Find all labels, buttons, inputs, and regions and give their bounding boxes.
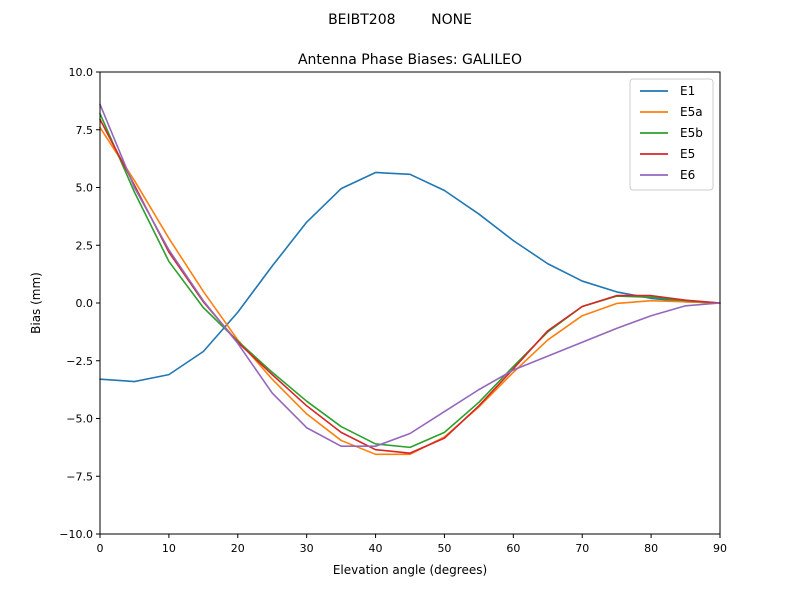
x-tick-label: 80 bbox=[644, 542, 658, 555]
x-tick-label: 60 bbox=[506, 542, 520, 555]
legend-label: E5b bbox=[680, 126, 703, 140]
x-tick-label: 50 bbox=[437, 542, 451, 555]
series-layer bbox=[99, 103, 721, 456]
legend-label: E5a bbox=[680, 105, 703, 119]
x-axis: 0 10 20 30 40 50 60 70 80 90 bbox=[97, 534, 727, 555]
legend: E1 E5a E5b E5 E6 bbox=[629, 78, 714, 191]
x-tick-label: 0 bbox=[97, 542, 104, 555]
series-line-e6 bbox=[99, 103, 721, 448]
x-tick-label: 10 bbox=[162, 542, 176, 555]
y-tick-label: −7.5 bbox=[66, 470, 93, 483]
y-axis: 10.0 7.5 5.0 2.5 0.0 −2.5 −5.0 −7.5 −10.0 bbox=[59, 66, 100, 541]
x-tick-label: 70 bbox=[575, 542, 589, 555]
y-tick-label: −2.5 bbox=[66, 355, 93, 368]
y-tick-label: 10.0 bbox=[69, 66, 94, 79]
y-tick-label: −10.0 bbox=[59, 528, 93, 541]
y-tick-label: 7.5 bbox=[76, 124, 94, 137]
legend-label: E6 bbox=[680, 168, 695, 182]
y-axis-label: Bias (mm) bbox=[29, 272, 43, 334]
x-tick-label: 90 bbox=[713, 542, 727, 555]
y-tick-label: 5.0 bbox=[76, 182, 94, 195]
y-tick-label: 0.0 bbox=[76, 297, 94, 310]
x-tick-label: 20 bbox=[231, 542, 245, 555]
legend-label: E5 bbox=[680, 147, 695, 161]
x-axis-label: Elevation angle (degrees) bbox=[333, 563, 487, 577]
series-line-e1 bbox=[99, 171, 721, 383]
legend-label: E1 bbox=[680, 84, 695, 98]
y-tick-label: −5.0 bbox=[66, 413, 93, 426]
chart-suptitle: BEIBT208 NONE bbox=[328, 12, 472, 28]
x-tick-label: 40 bbox=[369, 542, 383, 555]
x-tick-label: 30 bbox=[300, 542, 314, 555]
chart-title: Antenna Phase Biases: GALILEO bbox=[298, 52, 522, 68]
y-tick-label: 2.5 bbox=[76, 239, 94, 252]
series-line-e5a bbox=[99, 126, 721, 456]
legend-box bbox=[629, 78, 714, 191]
